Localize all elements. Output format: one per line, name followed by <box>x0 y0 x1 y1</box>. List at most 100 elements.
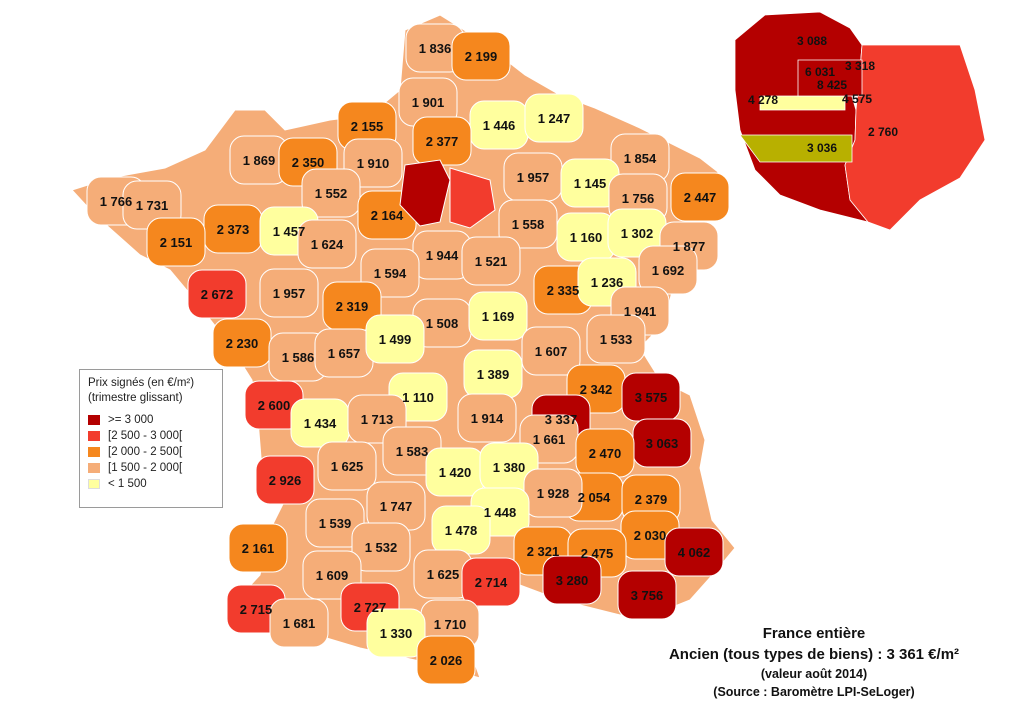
legend-swatch <box>88 447 100 457</box>
legend-subtitle: (trimestre glissant) <box>88 392 183 404</box>
legend-item: [1 500 - 2 000[ <box>88 460 214 476</box>
department-price-label: 1 558 <box>512 217 545 232</box>
department-price-label: 2 475 <box>581 546 614 561</box>
department-price-label: 1 446 <box>483 118 516 133</box>
department-price-label: 1 609 <box>316 568 349 583</box>
department-price-label: 1 583 <box>396 444 429 459</box>
department-price-label: 1 169 <box>482 309 515 324</box>
department-price-label: 1 624 <box>311 237 344 252</box>
department-price-label: 2 230 <box>226 336 259 351</box>
department-region <box>664 527 724 577</box>
department-price-label: 1 607 <box>535 344 568 359</box>
department-region <box>269 598 329 648</box>
department-price-label: 2 447 <box>684 190 717 205</box>
department-price-label: 1 681 <box>283 616 316 631</box>
department-price-label: 1 869 <box>243 153 276 168</box>
department-region <box>638 245 698 295</box>
department-region <box>343 138 403 188</box>
department-price-label: 2 335 <box>547 283 580 298</box>
department-price-label: 3 575 <box>635 390 668 405</box>
department-price-label: 2 319 <box>336 299 369 314</box>
department-region <box>187 269 247 319</box>
legend-item: [2 000 - 2 500[ <box>88 444 214 460</box>
legend: Prix signés (en €/m²) (trimestre glissan… <box>79 369 223 508</box>
department-price-label: 1 552 <box>315 186 348 201</box>
inset-price-label: 6 031 <box>805 65 835 79</box>
department-price-label: 1 160 <box>570 230 603 245</box>
caption-source: (Source : Baromètre LPI-SeLoger) <box>713 685 915 699</box>
department-price-label: 1 910 <box>357 156 390 171</box>
legend-item: < 1 500 <box>88 476 214 492</box>
legend-swatch <box>88 479 100 489</box>
department-price-label: 1 594 <box>374 266 407 281</box>
department-price-label: 1 586 <box>282 350 315 365</box>
department-region <box>461 557 521 607</box>
department-price-label: 2 350 <box>292 155 325 170</box>
paris-region <box>399 159 451 227</box>
department-price-label: 3 756 <box>631 588 664 603</box>
department-price-label: 1 521 <box>475 254 508 269</box>
department-price-label: 2 155 <box>351 119 384 134</box>
department-price-label: 1 499 <box>379 332 412 347</box>
department-price-label: 1 380 <box>493 460 526 475</box>
department-price-label: 2 470 <box>589 446 622 461</box>
department-region <box>365 314 425 364</box>
department-region <box>521 326 581 376</box>
department-price-label: 3 280 <box>556 573 589 588</box>
legend-label: [2 000 - 2 500[ <box>108 446 183 458</box>
department-region <box>468 291 528 341</box>
department-price-label: 2 715 <box>240 602 273 617</box>
department-region <box>146 217 206 267</box>
department-region <box>259 268 319 318</box>
legend-label: [2 500 - 3 000[ <box>108 430 183 442</box>
department-price-label: 1 713 <box>361 412 394 427</box>
department-price-label: 1 854 <box>624 151 657 166</box>
inset-department <box>844 44 986 231</box>
department-region <box>317 441 377 491</box>
inset-price-label: 3 088 <box>797 34 827 48</box>
department-price-label: 2 379 <box>635 492 668 507</box>
department-price-label: 1 957 <box>273 286 306 301</box>
department-price-label: 1 478 <box>445 523 478 538</box>
department-price-label: 1 539 <box>319 516 352 531</box>
department-price-label: 1 420 <box>439 465 472 480</box>
department-price-label: 1 692 <box>652 263 685 278</box>
department-price-label: 2 714 <box>475 575 508 590</box>
paris-east-region <box>449 167 496 229</box>
legend-swatch <box>88 415 100 425</box>
legend-label: [1 500 - 2 000[ <box>108 462 183 474</box>
department-price-label: 2 377 <box>426 134 459 149</box>
legend-label: >= 3 000 <box>108 414 154 426</box>
department-price-label: 1 766 <box>100 194 133 209</box>
map-caption: France entière Ancien (tous types de bie… <box>634 624 994 701</box>
department-price-label: 3 337 <box>545 412 578 427</box>
caption-date: (valeur août 2014) <box>760 667 868 681</box>
department-price-label: 2 373 <box>217 222 250 237</box>
department-region <box>586 314 646 364</box>
department-region <box>617 570 677 620</box>
department-region <box>461 236 521 286</box>
caption-average-price: Ancien (tous types de biens) : 3 361 €/m… <box>668 646 960 663</box>
department-price-label: 1 457 <box>273 224 306 239</box>
department-price-label: 1 756 <box>622 191 655 206</box>
department-price-label: 2 926 <box>269 473 302 488</box>
department-price-label: 1 657 <box>328 346 361 361</box>
inset-department <box>797 59 863 97</box>
legend-swatch <box>88 463 100 473</box>
department-price-label: 2 600 <box>258 398 291 413</box>
department-price-label: 1 625 <box>427 567 460 582</box>
department-price-label: 2 727 <box>354 600 387 615</box>
department-price-label: 1 957 <box>517 170 550 185</box>
department-price-label: 1 944 <box>426 248 459 263</box>
department-price-label: 1 110 <box>402 390 434 405</box>
inset-price-label: 3 036 <box>807 141 837 155</box>
department-price-label: 2 026 <box>430 653 463 668</box>
department-price-label: 2 161 <box>242 541 275 556</box>
department-price-label: 1 247 <box>538 111 571 126</box>
department-price-label: 3 063 <box>646 436 679 451</box>
department-price-label: 1 533 <box>600 332 633 347</box>
department-price-label: 1 145 <box>574 176 607 191</box>
department-price-label: 1 532 <box>365 540 398 555</box>
department-price-label: 1 731 <box>136 198 169 213</box>
department-price-label: 2 342 <box>580 382 613 397</box>
